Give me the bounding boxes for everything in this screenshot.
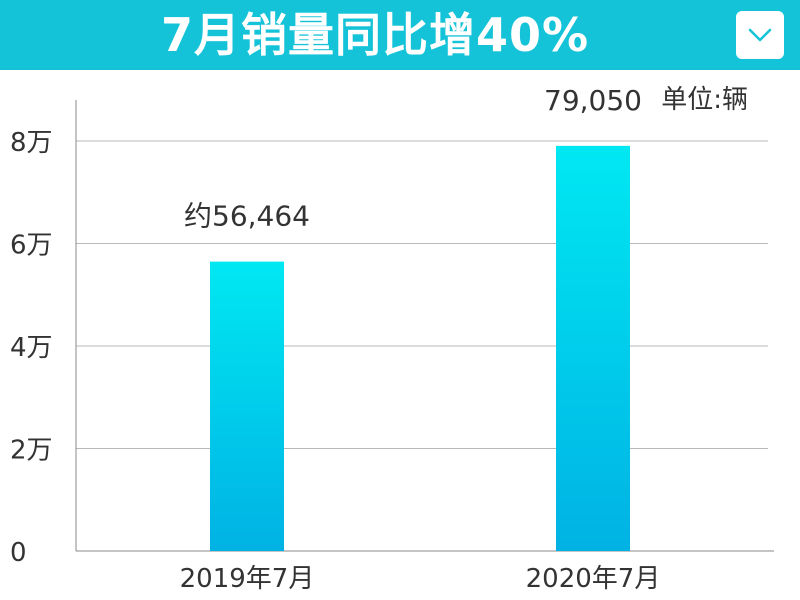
grid-lines (76, 140, 768, 449)
y-tick-label: 8万 (10, 128, 53, 158)
unit-label: 单位:辆 (661, 85, 748, 115)
chevron-down-icon (748, 28, 772, 42)
y-tick-labels: 0 2万 4万 6万 8万 (10, 128, 53, 568)
y-tick-label: 0 (10, 538, 27, 568)
page-title: 7月销量同比增40% (160, 8, 590, 62)
value-label: 79,050 (544, 84, 642, 117)
axes (75, 100, 774, 552)
bar (210, 261, 284, 551)
category-label: 2019年7月 (180, 564, 315, 594)
y-tick-label: 4万 (10, 333, 53, 363)
bar-chart: 0 2万 4万 6万 8万 约56,464 79,050 2019年7月 2020年7月 单… (10, 84, 774, 594)
bars (210, 145, 630, 551)
category-labels: 2019年7月 2020年7月 (180, 564, 661, 594)
bar (556, 145, 630, 551)
value-label: 约56,464 (184, 200, 310, 233)
y-tick-label: 6万 (10, 231, 53, 261)
value-labels: 约56,464 79,050 (184, 84, 642, 233)
category-label: 2020年7月 (526, 564, 661, 594)
y-tick-label: 2万 (10, 436, 53, 466)
dropdown-button[interactable] (736, 11, 784, 59)
header-bar: 7月销量同比增40% (0, 0, 800, 70)
